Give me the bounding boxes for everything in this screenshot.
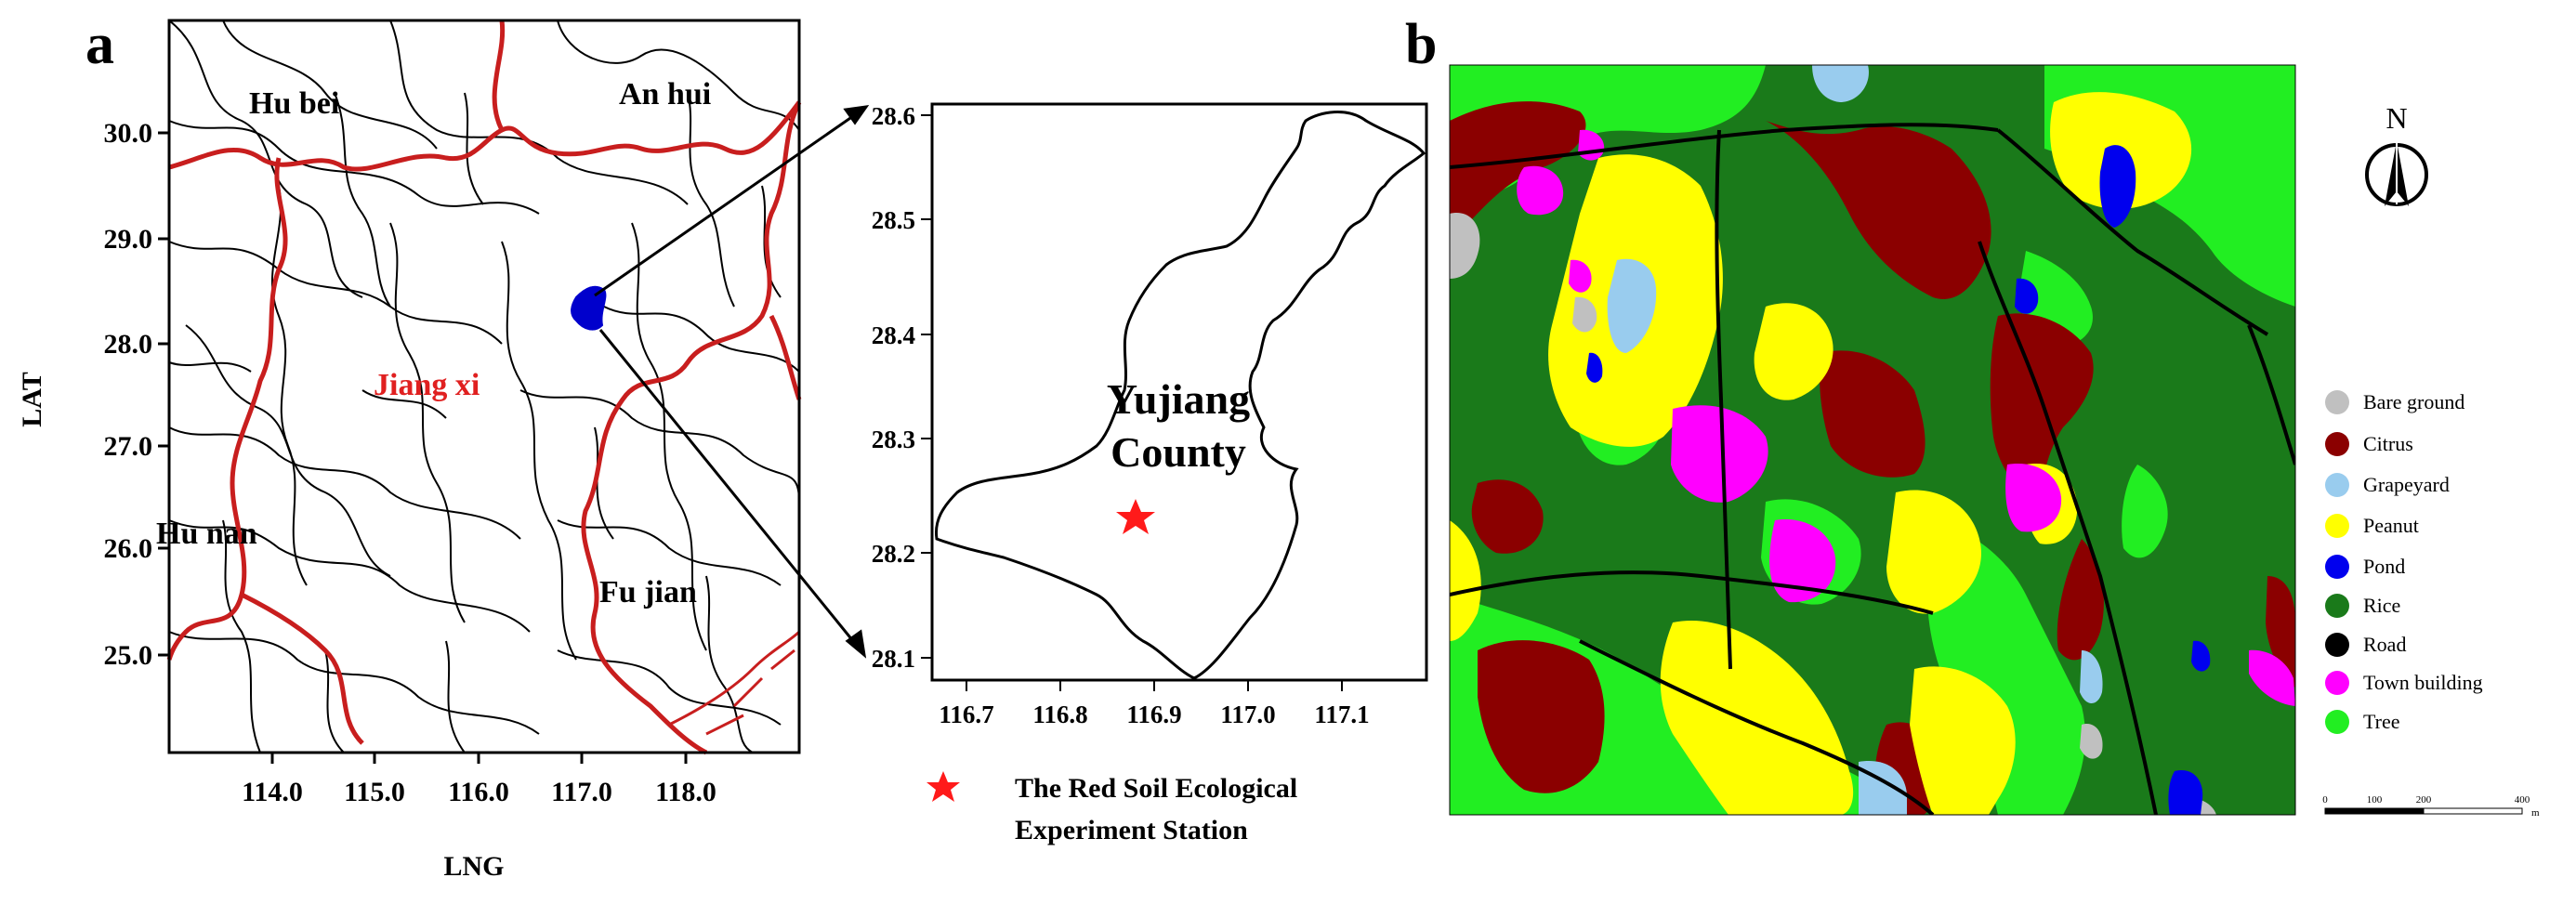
x-ticks [270, 753, 688, 764]
x-tick-label: 115.0 [344, 777, 405, 807]
province-label-fujian: Fu jian [599, 575, 697, 609]
scale-unit: m [2531, 807, 2540, 819]
inset-y-tick-label: 28.4 [872, 321, 915, 349]
svg-text:Pond: Pond [2363, 555, 2405, 578]
province-label-jiangxi: Jiang xi [374, 368, 480, 402]
yujiang-county-outline [934, 111, 1426, 680]
svg-text:Road: Road [2363, 633, 2406, 656]
scale-bar: 0 100 200 400 m [2322, 794, 2540, 819]
y-axis-label: LAT [17, 372, 47, 426]
svg-text:Bare ground: Bare ground [2363, 390, 2464, 413]
svg-text:Rice: Rice [2363, 594, 2400, 617]
svg-text:Grapeyard: Grapeyard [2363, 473, 2450, 496]
y-tick-label: 30.0 [104, 118, 153, 149]
station-star [1116, 499, 1155, 534]
svg-text:Town building: Town building [2363, 671, 2483, 694]
legend-item-pond: Pond [2325, 555, 2405, 579]
inset-frame [930, 102, 1428, 682]
province-label-hunan: Hu nan [156, 517, 257, 551]
province-label-anhui: An hui [619, 77, 711, 111]
north-label: N [2385, 101, 2407, 135]
province-borders [166, 20, 802, 755]
svg-text:Peanut: Peanut [2363, 514, 2419, 537]
svg-text:Citrus: Citrus [2363, 432, 2413, 455]
legend-item-road: Road [2325, 633, 2406, 657]
y-tick-label: 28.0 [104, 329, 153, 360]
scale-tick-0: 0 [2322, 794, 2328, 806]
legend-item-bare-ground: Bare ground [2325, 390, 2464, 414]
inset-y-tick-label: 28.3 [872, 426, 915, 453]
legend-item-town-building: Town building [2325, 671, 2483, 695]
x-tick-label: 118.0 [655, 777, 716, 807]
inset-yujiang: Yujiang County 116.7 116.8 116.9 117.0 1… [872, 102, 1428, 845]
y-ticks [158, 131, 169, 657]
y-tick-label: 29.0 [104, 224, 153, 255]
scale-tick-100: 100 [2367, 794, 2383, 806]
inset-x-tick-label: 116.7 [939, 701, 993, 728]
land-use-frame [1449, 64, 2296, 816]
y-tick-label: 25.0 [104, 640, 153, 671]
legend-item-grapeyard: Grapeyard [2325, 473, 2450, 497]
legend-item-peanut: Peanut [2325, 514, 2419, 538]
land-use-map [1450, 65, 2295, 815]
x-tick-label: 114.0 [242, 777, 303, 807]
coastline [668, 630, 801, 736]
inset-y-tick-label: 28.5 [872, 206, 915, 234]
inset-x-tick-label: 116.8 [1032, 701, 1087, 728]
x-axis-label: LNG [443, 851, 504, 882]
legend-item-rice: Rice [2325, 594, 2400, 618]
panel-a: a [17, 13, 802, 882]
county-boundaries [168, 20, 800, 753]
inset-x-tick-label: 117.1 [1314, 701, 1369, 728]
x-tick-label: 117.0 [551, 777, 612, 807]
inset-y-tick-label: 28.6 [872, 102, 915, 130]
station-legend-line1: The Red Soil Ecological [1015, 773, 1297, 804]
county-name-line1: Yujiang [1107, 375, 1250, 423]
y-tick-label: 27.0 [104, 431, 153, 462]
map-frame [167, 19, 801, 754]
inset-x-ticks [966, 680, 1343, 691]
legend-item-tree: Tree [2325, 710, 2400, 734]
svg-text:Tree: Tree [2363, 710, 2400, 733]
legend-item-citrus: Citrus [2325, 432, 2413, 456]
province-label-hubei: Hu bei [249, 86, 339, 121]
station-legend-line2: Experiment Station [1015, 815, 1248, 845]
county-name-line2: County [1111, 428, 1246, 476]
legend-star-icon [927, 771, 960, 802]
inset-y-tick-label: 28.1 [872, 645, 915, 673]
yujiang-highlight [571, 285, 607, 331]
land-use-legend: Bare ground Citrus Grapeyard Peanut Pond… [2325, 390, 2483, 734]
panel-a-label: a [85, 13, 114, 76]
zoom-arrows [594, 105, 870, 659]
scale-tick-400: 400 [2515, 794, 2530, 806]
inset-x-tick-label: 116.9 [1126, 701, 1181, 728]
inset-x-tick-label: 117.0 [1220, 701, 1275, 728]
y-tick-label: 26.0 [104, 533, 153, 564]
north-arrow-icon: N [2365, 101, 2428, 206]
x-tick-label: 116.0 [448, 777, 509, 807]
scale-tick-200: 200 [2416, 794, 2432, 806]
panel-b-label: b [1405, 13, 1437, 76]
inset-y-ticks [921, 114, 932, 659]
inset-y-tick-label: 28.2 [872, 540, 915, 568]
panel-b: b [1405, 13, 2540, 819]
